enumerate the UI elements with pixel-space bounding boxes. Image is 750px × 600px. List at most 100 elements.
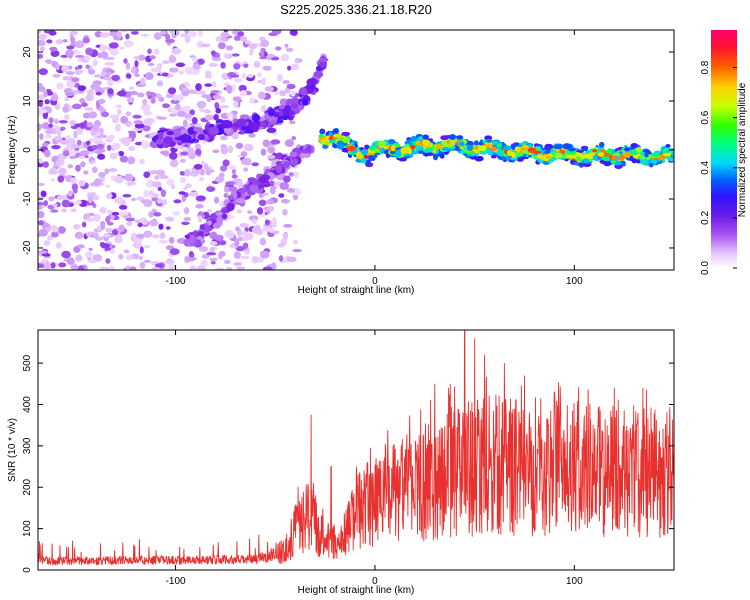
heatmap-cell <box>100 51 109 59</box>
heatmap-cell <box>156 116 167 120</box>
heatmap-cell <box>184 30 190 35</box>
heatmap-cell <box>319 128 326 135</box>
heatmap-cell <box>368 154 374 161</box>
colorbar: 0.0 0.2 0.4 0.6 0.8 Normalized spectral ampl… <box>700 30 748 275</box>
heatmap-cell <box>215 267 224 270</box>
spectrogram-y-label: Frequency (Hz) <box>7 116 18 185</box>
heatmap-cell <box>267 205 275 212</box>
heatmap-cell <box>497 149 502 154</box>
heatmap-cell <box>291 135 297 141</box>
heatmap-cell <box>48 117 54 124</box>
heatmap-cell <box>173 199 182 204</box>
heatmap-cell <box>38 220 44 226</box>
heatmap-cell <box>282 209 288 216</box>
heatmap-cell <box>249 48 254 56</box>
heatmap-cell <box>245 249 250 255</box>
heatmap-cell <box>48 196 55 202</box>
colorbar-label: Normalized spectral amplitude <box>737 82 748 217</box>
heatmap-cell <box>79 97 86 104</box>
heatmap-cell <box>422 134 430 140</box>
heatmap-cell <box>61 65 69 73</box>
heatmap-cell <box>131 253 140 260</box>
heatmap-cell <box>72 188 78 194</box>
heatmap-cell <box>178 70 184 75</box>
snr-x-label: Height of straight line (km) <box>298 585 415 596</box>
heatmap-cell <box>196 100 207 109</box>
heatmap-cell <box>137 54 146 61</box>
heatmap-cell <box>39 133 44 141</box>
heatmap-cell <box>266 199 275 205</box>
heatmap-cell <box>233 251 241 259</box>
heatmap-cell <box>62 39 68 43</box>
heatmap-cell <box>290 63 300 71</box>
heatmap-cell <box>146 180 153 188</box>
heatmap-cell <box>124 41 133 48</box>
heatmap-cell <box>143 118 153 126</box>
heatmap-cell <box>251 256 260 264</box>
heatmap-cell <box>88 259 98 264</box>
heatmap-cell <box>38 34 48 40</box>
heatmap-cell <box>305 145 312 153</box>
heatmap-cell <box>126 96 135 103</box>
heatmap-cell <box>92 137 103 142</box>
heatmap-cell <box>603 160 612 167</box>
heatmap-cell <box>236 208 243 214</box>
heatmap-cell <box>288 172 295 177</box>
heatmap-cell <box>286 83 296 90</box>
heatmap-cell <box>188 30 197 38</box>
heatmap-cell <box>78 180 86 187</box>
heatmap-cell <box>450 140 456 146</box>
heatmap-cell <box>128 86 135 90</box>
heatmap-cell <box>243 143 254 152</box>
heatmap-cell <box>389 150 396 155</box>
heatmap-cell <box>75 40 85 49</box>
heatmap-cell <box>208 62 218 68</box>
heatmap-cell <box>449 133 457 141</box>
heatmap-cell <box>53 135 63 141</box>
heatmap-cell <box>241 158 247 165</box>
colorbar-tick-label: 0.8 <box>700 60 711 74</box>
heatmap-cell <box>243 63 249 68</box>
heatmap-cell <box>192 127 204 132</box>
heatmap-cell <box>235 142 244 149</box>
heatmap-cell <box>144 72 154 81</box>
heatmap-cell <box>68 54 73 59</box>
heatmap-cell <box>56 129 62 137</box>
heatmap-cell <box>232 96 242 102</box>
heatmap-cell <box>221 208 227 214</box>
heatmap-cell <box>195 195 206 202</box>
heatmap-cell <box>204 136 210 141</box>
heatmap-cell <box>55 242 62 249</box>
y-tick-label: 400 <box>22 396 33 413</box>
heatmap-cell <box>90 83 101 91</box>
heatmap-cell <box>75 164 81 172</box>
colorbar-tick-label: 0.4 <box>700 160 711 174</box>
heatmap-cell <box>582 145 589 152</box>
heatmap-cell <box>150 67 159 73</box>
heatmap-cell <box>71 183 79 191</box>
heatmap-cell <box>184 35 191 43</box>
heatmap-cell <box>206 220 213 226</box>
heatmap-cell <box>140 33 150 37</box>
heatmap-cell <box>285 47 294 52</box>
heatmap-cell <box>125 217 136 222</box>
heatmap-cell <box>59 126 66 130</box>
heatmap-cell <box>661 149 668 154</box>
heatmap-cell <box>139 77 146 86</box>
heatmap-cell <box>251 162 259 167</box>
heatmap-cell <box>360 148 369 156</box>
heatmap-cell <box>425 147 434 152</box>
heatmap-cell <box>111 229 119 236</box>
heatmap-cell <box>143 199 153 208</box>
heatmap-cell <box>470 152 476 157</box>
spectrogram-x-label: Height of straight line (km) <box>298 285 415 296</box>
heatmap-cell <box>82 37 90 44</box>
heatmap-cell <box>210 260 216 265</box>
y-tick-label: 0 <box>22 567 33 573</box>
heatmap-cell <box>183 216 191 222</box>
heatmap-cell <box>120 116 129 124</box>
heatmap-cell <box>212 94 222 100</box>
heatmap-cell <box>43 200 49 207</box>
heatmap-cell <box>218 250 226 257</box>
heatmap-cell <box>215 211 224 216</box>
